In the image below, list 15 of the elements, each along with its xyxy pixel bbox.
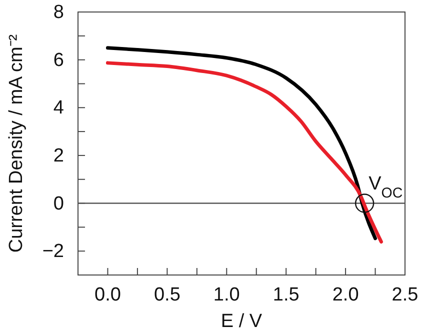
x-tick-label: 2.5 — [392, 284, 418, 306]
y-tick-label: −2 — [42, 241, 64, 262]
x-tick-label: 0.5 — [154, 284, 180, 306]
y-axis-title: Current Density / mA cm⁻² — [6, 34, 27, 253]
x-axis-title: E / V — [220, 311, 262, 332]
y-tick-label: 0 — [53, 193, 64, 214]
x-tick-label: 1.5 — [272, 284, 300, 306]
y-tick-label: 2 — [53, 146, 64, 167]
x-tick-label: 2.0 — [332, 284, 359, 306]
x-tick-label: 1.0 — [213, 284, 240, 306]
annotation: V$_{OC}$ — [368, 173, 403, 202]
x-tick-label: 0.0 — [94, 284, 121, 306]
y-tick-label: 4 — [53, 98, 64, 119]
y-tick-label: 6 — [53, 50, 64, 71]
y-tick-label: 8 — [53, 2, 64, 24]
